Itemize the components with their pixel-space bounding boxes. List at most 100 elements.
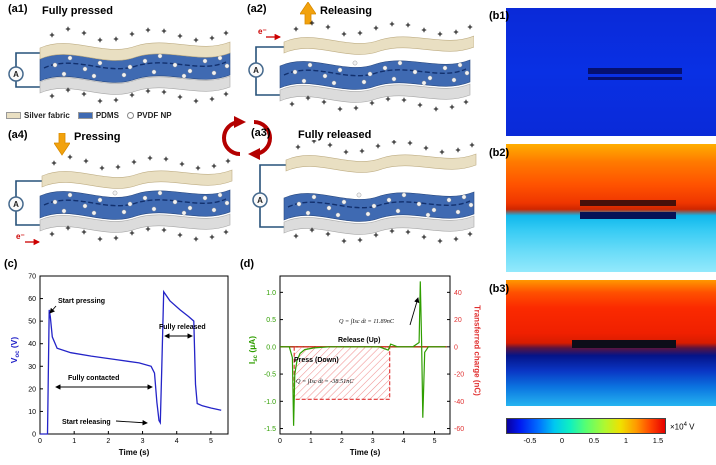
x-tick-label: 0 [278,438,282,445]
y-tick-label: -60 [454,426,464,433]
y-tick-label: 60 [28,296,36,303]
axis-frame [279,275,451,435]
panel-label-b3: (b3) [489,283,510,295]
panel-label-a2: (a2) [247,3,267,15]
positive-charges-top [52,155,230,170]
y-tick-label: -20 [454,372,464,379]
ammeter-icon [248,62,264,78]
colorbar-tick: 0.5 [588,436,600,445]
y-tick-label: 20 [28,386,36,393]
positive-charges-top [296,140,474,154]
y-tick-label: 70 [28,274,36,281]
positive-charges-top [294,21,472,36]
panel-label-c: (c) [4,258,18,270]
chart-d-plot: 0 1 2 3 4 5 1.0 0.5 0.0 -0.5 -1.0 -1.5 40 20 0 -20 -40 -6… [264,275,464,445]
ammeter-label: A [253,66,259,75]
x-tick-label: 5 [209,438,213,445]
pdms-swatch [77,112,93,119]
schematic-a3: A [252,140,477,244]
chart-c: (c) 0 1 2 3 4 5 0 10 20 30 40 50 60 70 Start pressing… [2,258,236,465]
press-arrow-icon [54,133,70,156]
device-bar [572,340,676,348]
wire-bottom [15,211,42,226]
panel-title-a4: Pressing [74,131,121,143]
colorbar-tick: 0 [559,436,565,445]
cycle-arrows-icon [222,116,272,160]
ammeter-label: A [257,196,263,205]
wire-bottom [15,81,42,88]
x-tick-label: 4 [175,438,179,445]
annotation-start-pressing: Start pressing [58,298,105,305]
annotation-press-down: Press (Down) [294,357,339,364]
device-bar [580,212,676,219]
silver-fabric-swatch [6,112,21,119]
y-tick-label: 50 [28,319,36,326]
axis-frame [39,275,229,435]
wire-top [15,180,44,197]
electron-label: e⁻ [16,232,25,241]
colorbar-tick: 1.5 [652,436,664,445]
legend-label-pvdf-np: PVDF NP [136,111,172,120]
schematic-a2: A e⁻ [248,16,474,124]
x-tick-label: 1 [309,438,313,445]
annotation-q-release: Q = ∫Isc dt = 11.89nC [339,318,395,325]
y-tick-label: 0.0 [266,344,276,351]
wire-top [255,46,286,63]
x-tick-label: 2 [106,438,110,445]
y-tick-label: 40 [28,341,36,348]
chart-d-annotations: Q = ∫Isc dt = 11.89nC Release (Up) Press… [294,297,420,385]
heatmap-b3 [506,280,716,406]
pvdf-np-swatch [126,112,134,119]
panel-label-a4: (a4) [8,129,28,141]
y-tick-label: 0 [454,344,458,351]
y-tick-label: 40 [454,290,462,297]
series-Isc [280,281,446,426]
wire-top [15,52,42,67]
x-tick-label: 2 [340,438,344,445]
y-tick-label: -0.5 [264,372,276,379]
ammeter-label: A [13,200,19,209]
ammeter-icon [8,66,24,82]
silver-fabric-top [41,169,233,189]
annotation-start-releasing: Start releasing [62,419,111,426]
chart-d: (d) 0 1 2 3 4 5 1.0 0.5 0.0 -0.5 -1.0 -1.5 40 20 0 -20 -… [238,258,492,465]
x-tick-label: 0 [38,438,42,445]
panel-title-a1: Fully pressed [42,5,113,17]
y-tick-label: -1.0 [264,399,276,406]
series-Voc [40,289,222,435]
positive-charges-top [50,27,228,42]
schematic-a1: A [8,16,231,116]
annotation-fully-released: Fully released [159,324,206,331]
y-tick-label: 20 [454,317,462,324]
panel-title-a3: Fully released [298,129,372,141]
wire-bottom [259,207,286,228]
chart-c-ylabel: Voc (V) [9,336,21,364]
y-tick-label: -1.5 [264,426,276,433]
materials-legend: Silver fabric PDMS PVDF NP [6,111,172,120]
legend-label-pdms: PDMS [95,111,119,120]
y-tick-label: -40 [454,399,464,406]
annotation-fully-contacted: Fully contacted [68,375,119,382]
colorbar [506,418,666,434]
ammeter-icon [8,196,24,212]
electron-label: e⁻ [258,27,267,36]
schematic-a4: A e⁻ [8,146,233,246]
ammeter-icon [252,192,268,208]
panel-label-b1: (b1) [489,10,510,22]
device-bar [588,68,682,74]
release-arrow-icon [300,2,316,25]
panel-label-a1: (a1) [8,3,28,15]
chart-d-xlabel: Time (s) [349,448,381,457]
y-tick-label: 10 [28,409,36,416]
y-tick-label: 0.5 [266,317,276,324]
device-bar [588,77,682,80]
annotation-release-up: Release (Up) [338,337,380,344]
x-tick-label: 3 [141,438,145,445]
wire-bottom [255,77,282,96]
annotation-q-press: Q = ∫Isc dt = -38.51nC [296,378,354,385]
y-tick-label: 0 [32,432,36,439]
series-transferred-charge [293,346,391,400]
wire-top [259,164,288,193]
